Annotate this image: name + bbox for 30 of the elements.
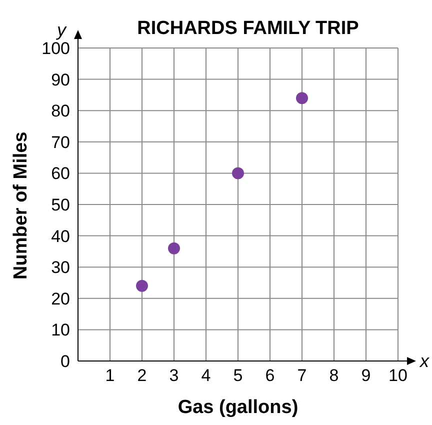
x-tick-label: 6: [265, 366, 275, 386]
y-tick-label: 70: [51, 132, 70, 152]
y-tick-label: 0: [60, 352, 70, 372]
point: [136, 280, 148, 292]
x-tick-label: 1: [105, 366, 115, 386]
x-tick-label: 5: [233, 366, 243, 386]
point: [296, 92, 308, 104]
y-tick-label: 100: [42, 39, 70, 58]
y-tick-label: 20: [51, 289, 70, 308]
y-tick-label: 30: [51, 258, 70, 278]
x-tick-label: 8: [329, 366, 339, 386]
x-axis-title: Gas (gallons): [178, 397, 298, 418]
y-tick-label: 60: [51, 164, 70, 184]
y-tick-label: 80: [51, 102, 70, 121]
x-tick-label: 9: [361, 366, 371, 386]
point: [168, 242, 180, 254]
y-tick-label: 50: [51, 196, 70, 215]
x-tick-label: 2: [137, 366, 147, 386]
y-tick-label: 90: [51, 70, 70, 90]
point: [232, 167, 244, 180]
text: y: [55, 20, 67, 40]
text: x: [419, 351, 430, 371]
y-axis-title: Number of Miles: [10, 132, 32, 280]
x-tick-label: 3: [169, 366, 179, 386]
y-tick-label: 40: [51, 226, 70, 246]
x-tick-label: 10: [388, 366, 408, 386]
x-tick-label: 4: [201, 366, 211, 386]
x-tick-label: 7: [297, 366, 307, 386]
chart-title: RICHARDS FAMILY TRIP: [137, 18, 360, 39]
y-tick-label: 10: [51, 320, 70, 340]
